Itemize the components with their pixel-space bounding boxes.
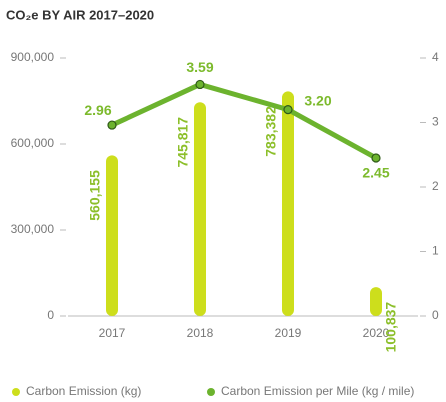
bar-value-label: 100,837 — [383, 302, 399, 353]
line-value-label: 3.20 — [304, 92, 331, 108]
bar — [106, 155, 118, 316]
legend-swatch — [12, 388, 20, 396]
bar — [194, 102, 206, 316]
bar-value-label: 745,817 — [175, 117, 191, 168]
y-tick-label: 300,000 — [11, 222, 55, 236]
bar-value-label: 560,155 — [87, 170, 103, 221]
y2-tick-label: 1 — [432, 244, 439, 258]
y-tick-label: 900,000 — [11, 50, 55, 64]
y2-tick-label: 4 — [432, 50, 439, 64]
x-tick-label: 2020 — [363, 326, 390, 340]
y2-tick-label: 0 — [432, 308, 439, 322]
bar — [282, 91, 294, 316]
legend-label: Carbon Emission (kg) — [26, 384, 141, 398]
line-point — [107, 120, 117, 130]
line-value-label: 2.96 — [84, 102, 111, 118]
legend-swatch — [207, 388, 215, 396]
x-tick-label: 2018 — [187, 326, 214, 340]
line-point — [283, 104, 293, 115]
line-point — [371, 153, 381, 163]
line-value-label: 2.45 — [362, 165, 389, 181]
line-value-label: 3.59 — [186, 59, 213, 75]
legend-label: Carbon Emission per Mile (kg / mile) — [221, 384, 414, 398]
bar-value-label: 783,382 — [263, 106, 279, 157]
y2-tick-label: 3 — [432, 115, 439, 129]
x-tick-label: 2017 — [99, 326, 126, 340]
chart-title: CO₂e BY AIR 2017–2020 — [6, 7, 154, 22]
x-tick-label: 2019 — [275, 326, 302, 340]
y2-tick-label: 2 — [432, 179, 439, 193]
y-tick-label: 0 — [47, 308, 54, 322]
y-tick-label: 600,000 — [11, 136, 55, 150]
line — [110, 81, 378, 161]
bar — [370, 287, 382, 316]
line-point — [195, 79, 205, 90]
